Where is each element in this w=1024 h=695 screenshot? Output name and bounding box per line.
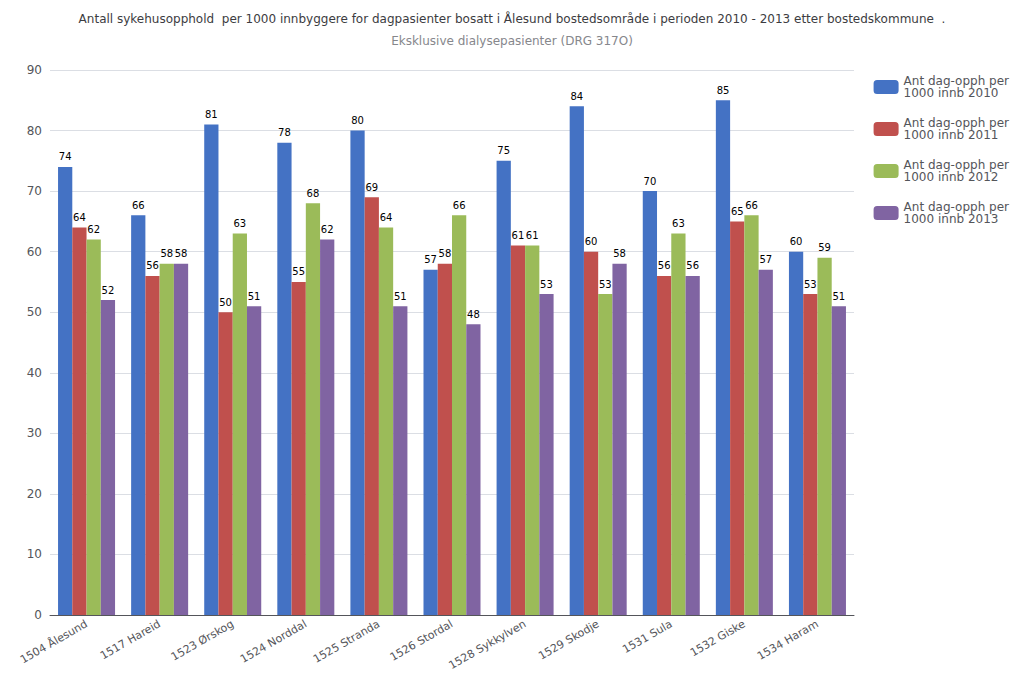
svg-text:90: 90 [27, 63, 42, 77]
svg-text:Ant dag-opph per: Ant dag-opph per [903, 158, 1009, 172]
svg-text:1000 innb 2012: 1000 innb 2012 [904, 170, 999, 184]
svg-text:1000 innb 2011: 1000 innb 2011 [904, 128, 999, 142]
svg-text:60: 60 [27, 245, 42, 259]
svg-text:1504 Ålesund: 1504 Ålesund [18, 617, 90, 666]
svg-text:60: 60 [790, 236, 803, 247]
svg-text:58: 58 [160, 248, 173, 259]
svg-text:1000 innb 2010: 1000 innb 2010 [904, 86, 999, 100]
svg-text:53: 53 [540, 279, 553, 290]
svg-text:70: 70 [27, 184, 42, 198]
svg-text:75: 75 [497, 145, 510, 156]
svg-text:Ant dag-opph per: Ant dag-opph per [903, 74, 1009, 88]
svg-text:74: 74 [59, 151, 72, 162]
svg-text:1528 Sykkylven: 1528 Sykkylven [446, 617, 528, 672]
svg-text:1523 Ørskog: 1523 Ørskog [169, 617, 236, 663]
svg-text:61: 61 [526, 230, 539, 241]
svg-text:48: 48 [467, 309, 480, 320]
svg-text:58: 58 [613, 248, 626, 259]
svg-text:Antall sykehusopphold per 100: Antall sykehusopphold per 1000 innbygger… [79, 11, 946, 26]
svg-text:78: 78 [278, 127, 291, 138]
svg-text:Ant dag-opph per: Ant dag-opph per [903, 200, 1009, 214]
svg-text:20: 20 [27, 487, 42, 501]
svg-text:56: 56 [686, 260, 699, 271]
svg-text:1525 Stranda: 1525 Stranda [311, 617, 382, 666]
svg-text:1529 Skodje: 1529 Skodje [536, 617, 602, 662]
svg-text:80: 80 [351, 115, 364, 126]
svg-text:85: 85 [717, 85, 730, 96]
svg-text:58: 58 [175, 248, 188, 259]
svg-text:1524 Norddal: 1524 Norddal [238, 617, 309, 665]
svg-text:65: 65 [731, 206, 744, 217]
svg-text:62: 62 [321, 224, 334, 235]
svg-text:70: 70 [644, 176, 657, 187]
svg-text:Eksklusive dialysepasienter (D: Eksklusive dialysepasienter (DRG 317O) [391, 34, 633, 48]
svg-text:63: 63 [672, 218, 685, 229]
svg-text:10: 10 [27, 547, 42, 561]
svg-text:56: 56 [146, 260, 159, 271]
svg-text:0: 0 [34, 608, 42, 622]
svg-text:1526 Stordal: 1526 Stordal [388, 617, 456, 664]
svg-text:Ant dag-opph per: Ant dag-opph per [903, 116, 1009, 130]
svg-text:60: 60 [585, 236, 598, 247]
svg-text:57: 57 [759, 254, 772, 265]
svg-text:55: 55 [292, 266, 305, 277]
svg-text:64: 64 [73, 212, 86, 223]
svg-text:1517 Hareid: 1517 Hareid [98, 617, 163, 662]
svg-text:50: 50 [219, 297, 232, 308]
svg-text:30: 30 [27, 426, 42, 440]
svg-text:1532 Giske: 1532 Giske [688, 617, 748, 659]
svg-text:68: 68 [307, 188, 320, 199]
svg-text:50: 50 [27, 305, 42, 319]
svg-text:40: 40 [27, 366, 42, 380]
svg-text:69: 69 [365, 182, 378, 193]
svg-text:66: 66 [453, 200, 466, 211]
svg-text:58: 58 [439, 248, 452, 259]
svg-text:64: 64 [380, 212, 393, 223]
svg-text:63: 63 [233, 218, 246, 229]
svg-text:53: 53 [599, 279, 612, 290]
svg-text:51: 51 [248, 291, 261, 302]
svg-text:1000 innb 2013: 1000 innb 2013 [904, 212, 999, 226]
svg-text:81: 81 [205, 109, 218, 120]
svg-text:56: 56 [658, 260, 671, 271]
svg-text:53: 53 [804, 279, 817, 290]
svg-text:1534 Haram: 1534 Haram [755, 617, 821, 662]
svg-text:57: 57 [424, 254, 437, 265]
svg-text:51: 51 [394, 291, 407, 302]
svg-text:66: 66 [132, 200, 145, 211]
svg-text:80: 80 [27, 124, 42, 138]
svg-text:62: 62 [87, 224, 100, 235]
svg-text:84: 84 [570, 91, 583, 102]
svg-text:1531 Sula: 1531 Sula [620, 617, 674, 656]
svg-text:59: 59 [818, 242, 831, 253]
svg-text:61: 61 [512, 230, 525, 241]
svg-text:66: 66 [745, 200, 758, 211]
svg-text:52: 52 [102, 285, 115, 296]
svg-text:51: 51 [832, 291, 845, 302]
